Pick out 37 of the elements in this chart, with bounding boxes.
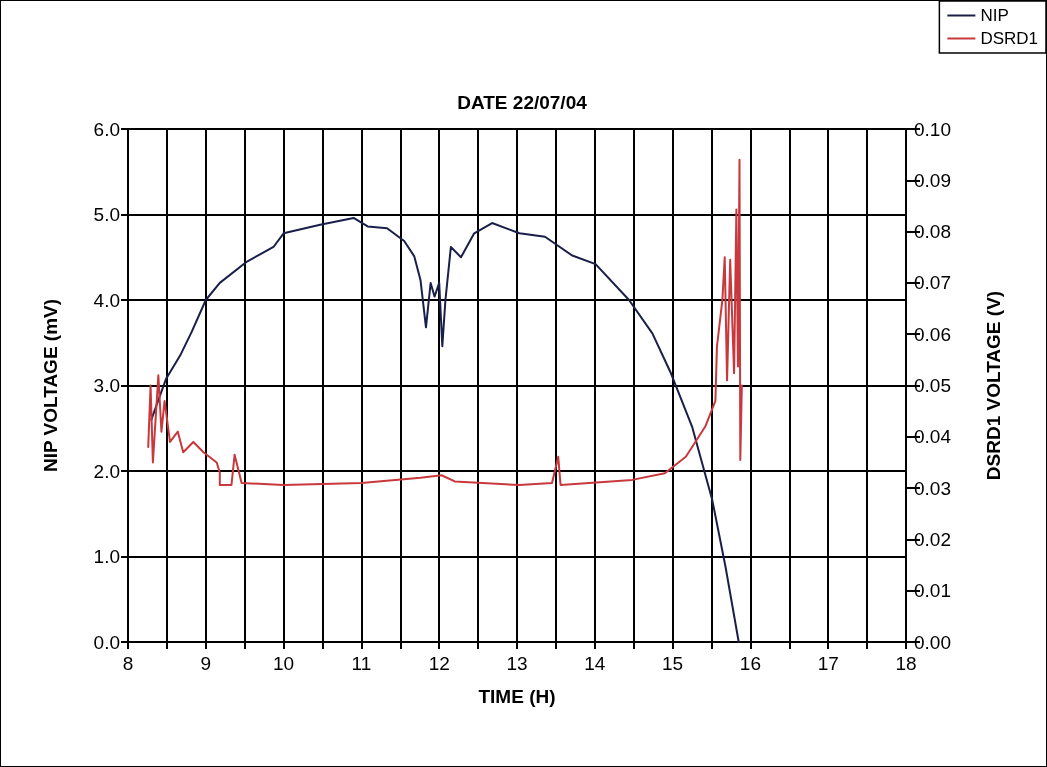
y2-tick-label: 0.10 xyxy=(914,118,951,140)
chart-title: DATE 22/07/04 xyxy=(457,92,588,113)
x-tick-label: 9 xyxy=(200,653,212,674)
x-tick-label: 16 xyxy=(739,653,761,674)
y-tick-label: 4.0 xyxy=(93,289,120,311)
line-series xyxy=(147,158,743,487)
y-tick-label: 6.0 xyxy=(93,118,120,140)
y2-tick-label: 0.08 xyxy=(914,221,951,243)
x-tick-label: 13 xyxy=(506,653,528,674)
x-tick-label: 8 xyxy=(122,653,134,674)
y2-tick-label: 0.09 xyxy=(914,169,951,191)
x-tick-label: 11 xyxy=(351,653,372,674)
x-tick-label: 14 xyxy=(584,653,606,674)
y2-tick-label: 0.02 xyxy=(914,528,951,550)
x-tick-label: 17 xyxy=(817,653,839,674)
y-tick-label: 0.0 xyxy=(93,631,120,653)
y-tick-label: 3.0 xyxy=(93,375,120,396)
y2-tick-label: 0.05 xyxy=(914,375,951,396)
legend-label: DSRD1 xyxy=(980,29,1038,48)
x-tick-label: 12 xyxy=(428,653,450,674)
x-tick-label: 18 xyxy=(895,653,917,674)
x-axis-title: TIME (H) xyxy=(478,686,556,707)
y2-tick-label: 0.03 xyxy=(914,477,951,499)
y-tick-label: 2.0 xyxy=(93,460,120,482)
x-tick-label: 10 xyxy=(273,653,295,674)
legend-label: NIP xyxy=(980,6,1009,25)
x-tick-label: 15 xyxy=(662,653,684,674)
y-tick-label: 5.0 xyxy=(93,204,120,225)
y2-axis-title: DSRD1 VOLTAGE (V) xyxy=(983,290,1004,481)
y-tick-label: 1.0 xyxy=(93,546,120,567)
y2-tick-label: 0.01 xyxy=(914,580,951,602)
y2-tick-label: 0.06 xyxy=(914,323,951,345)
y2-tick-label: 0.04 xyxy=(914,426,952,448)
y-axis-title: NIP VOLTAGE (mV) xyxy=(40,298,61,473)
line-series xyxy=(150,216,740,643)
y2-tick-label: 0.07 xyxy=(914,272,951,294)
y2-tick-label: 0.00 xyxy=(914,631,951,653)
